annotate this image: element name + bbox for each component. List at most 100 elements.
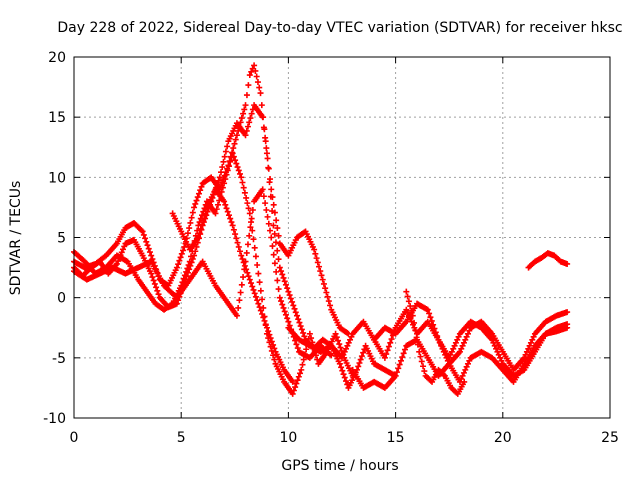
- data-point: [347, 336, 354, 343]
- data-point: [385, 343, 392, 350]
- data-point: [263, 324, 270, 331]
- data-point: [240, 274, 247, 281]
- data-point: [146, 249, 153, 256]
- data-point: [297, 370, 304, 377]
- data-point: [442, 351, 449, 358]
- y-tick-label: 20: [48, 50, 66, 66]
- data-point: [409, 312, 416, 319]
- data-point: [259, 186, 266, 193]
- data-point: [530, 333, 537, 340]
- data-point: [428, 317, 435, 324]
- data-point: [301, 333, 308, 340]
- data-point: [434, 333, 441, 340]
- data-point: [246, 232, 253, 239]
- data-point: [523, 348, 530, 355]
- data-point: [281, 278, 288, 285]
- data-point: [247, 224, 254, 231]
- data-point: [395, 365, 402, 372]
- data-point: [439, 345, 446, 352]
- data-point: [462, 366, 469, 373]
- data-point: [308, 335, 315, 342]
- data-point: [120, 246, 127, 253]
- data-point: [245, 273, 252, 280]
- data-point: [290, 302, 297, 309]
- data-point: [271, 209, 278, 216]
- data-point: [285, 318, 292, 325]
- data-point: [459, 372, 466, 379]
- data-point: [243, 127, 250, 134]
- y-tick-label: -5: [52, 351, 66, 367]
- data-point: [357, 356, 364, 363]
- data-point: [526, 342, 533, 349]
- data-point: [213, 206, 220, 213]
- data-point: [229, 222, 236, 229]
- data-point: [431, 325, 438, 332]
- data-point: [255, 270, 262, 277]
- data-point: [148, 270, 155, 277]
- data-point: [261, 317, 268, 324]
- data-point: [292, 309, 299, 316]
- data-point: [282, 281, 289, 288]
- data-point: [345, 339, 352, 346]
- data-point: [232, 136, 239, 143]
- data-point: [196, 230, 203, 237]
- data-point: [260, 193, 267, 200]
- data-point: [195, 222, 202, 229]
- data-point: [498, 357, 505, 364]
- data-point: [223, 205, 230, 212]
- data-point: [412, 327, 419, 334]
- chart-title: Day 228 of 2022, Sidereal Day-to-day VTE…: [57, 20, 622, 36]
- data-point: [461, 378, 468, 385]
- data-point: [257, 307, 264, 314]
- data-point: [238, 281, 245, 288]
- data-point: [214, 201, 221, 208]
- data-point: [237, 248, 244, 255]
- data-point: [293, 312, 300, 319]
- data-point: [188, 214, 195, 221]
- data-point: [254, 297, 261, 304]
- data-point: [269, 194, 276, 201]
- data-point: [192, 200, 199, 207]
- data-point: [320, 280, 327, 287]
- data-point: [316, 263, 323, 270]
- data-point: [342, 378, 349, 385]
- data-point: [241, 189, 248, 196]
- data-point: [294, 345, 301, 352]
- data-point: [235, 243, 242, 250]
- data-point: [238, 174, 245, 181]
- data-point: [306, 330, 313, 337]
- data-point: [404, 293, 411, 300]
- data-point: [202, 208, 209, 215]
- data-point: [287, 295, 294, 302]
- data-point: [240, 184, 247, 191]
- data-point: [246, 72, 253, 79]
- data-point: [464, 360, 471, 367]
- data-point: [254, 262, 261, 269]
- data-point: [333, 334, 340, 341]
- data-point: [241, 106, 248, 113]
- data-point: [264, 155, 271, 162]
- x-tick-label: 0: [70, 430, 79, 446]
- data-point: [225, 163, 232, 170]
- data-point: [230, 153, 237, 160]
- data-point: [319, 276, 326, 283]
- data-point: [241, 262, 248, 269]
- data-point: [328, 352, 335, 359]
- data-point: [286, 292, 293, 299]
- data-point: [427, 314, 434, 321]
- data-point: [191, 204, 198, 211]
- data-point: [262, 134, 269, 141]
- data-point: [221, 180, 228, 187]
- data-point: [335, 337, 342, 344]
- data-point: [292, 384, 299, 391]
- data-point: [265, 165, 272, 172]
- data-point: [230, 145, 237, 152]
- data-point: [270, 222, 277, 229]
- data-point: [400, 350, 407, 357]
- data-point: [244, 269, 251, 276]
- data-point: [193, 197, 200, 204]
- data-point: [263, 145, 270, 152]
- data-point: [178, 250, 185, 257]
- data-point: [180, 275, 187, 282]
- data-point: [340, 371, 347, 378]
